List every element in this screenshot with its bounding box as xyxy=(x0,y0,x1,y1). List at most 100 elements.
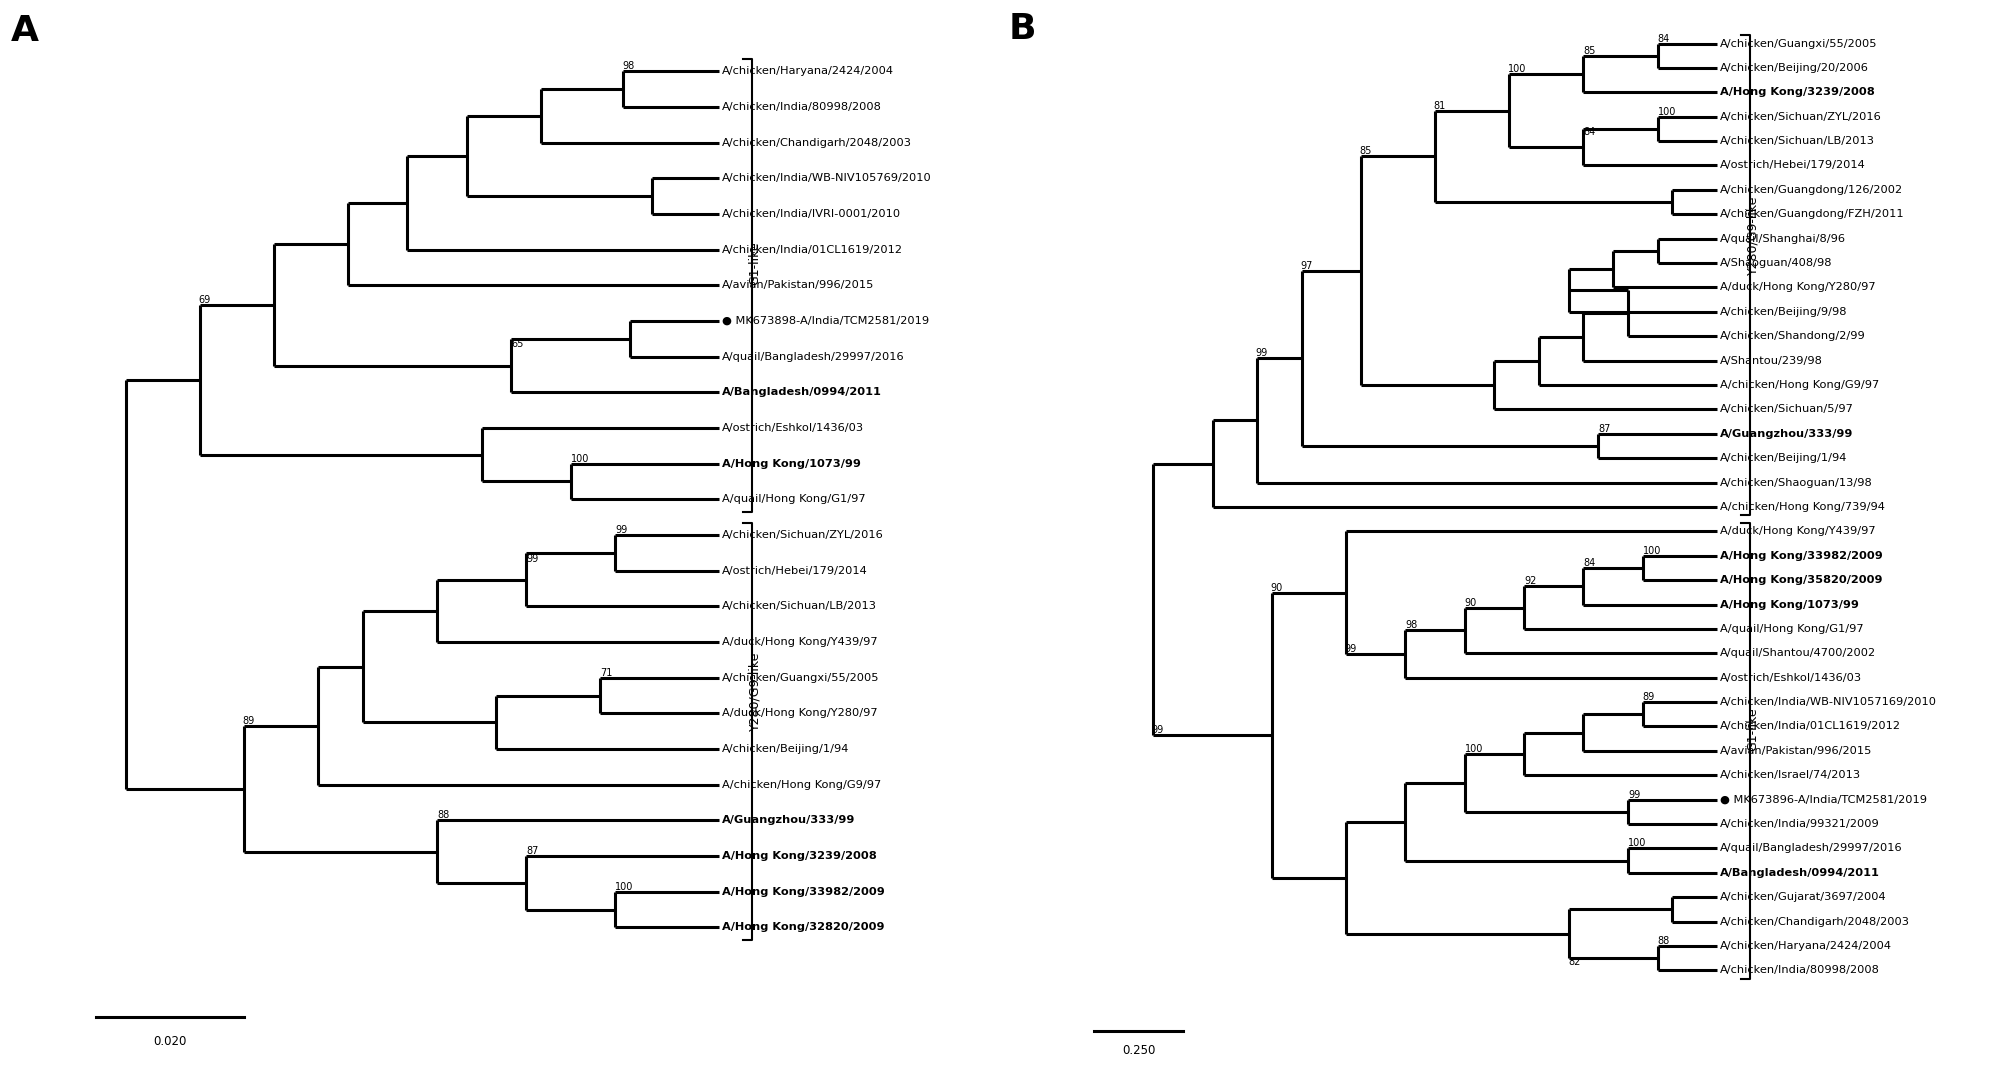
Text: 100: 100 xyxy=(571,454,589,463)
Text: A/chicken/Beijing/1/94: A/chicken/Beijing/1/94 xyxy=(1721,454,1847,463)
Text: 65: 65 xyxy=(511,339,525,350)
Text: Y280/G9-like: Y280/G9-like xyxy=(748,652,762,731)
Text: A/duck/Hong Kong/Y439/97: A/duck/Hong Kong/Y439/97 xyxy=(722,637,878,647)
Text: A/chicken/Guangxi/55/2005: A/chicken/Guangxi/55/2005 xyxy=(722,673,880,683)
Text: A/chicken/Hong Kong/739/94: A/chicken/Hong Kong/739/94 xyxy=(1721,502,1885,511)
Text: A/Hong Kong/3239/2008: A/Hong Kong/3239/2008 xyxy=(722,851,876,861)
Text: A/chicken/Sichuan/LB/2013: A/chicken/Sichuan/LB/2013 xyxy=(1721,136,1875,147)
Text: 85: 85 xyxy=(1584,46,1596,56)
Text: A/chicken/Hong Kong/G9/97: A/chicken/Hong Kong/G9/97 xyxy=(1721,380,1879,389)
Text: 87: 87 xyxy=(527,846,539,856)
Text: A/chicken/Shaoguan/13/98: A/chicken/Shaoguan/13/98 xyxy=(1721,477,1873,488)
Text: A/quail/Hong Kong/G1/97: A/quail/Hong Kong/G1/97 xyxy=(1721,624,1863,633)
Text: 89: 89 xyxy=(1642,692,1654,702)
Text: 81: 81 xyxy=(1433,101,1445,110)
Text: 85: 85 xyxy=(1359,147,1371,156)
Text: A/chicken/India/WB-NIV1057169/2010: A/chicken/India/WB-NIV1057169/2010 xyxy=(1721,697,1938,707)
Text: A/Bangladesh/0994/2011: A/Bangladesh/0994/2011 xyxy=(722,387,882,397)
Text: 90: 90 xyxy=(1270,583,1282,593)
Text: A/Hong Kong/32820/2009: A/Hong Kong/32820/2009 xyxy=(722,922,884,932)
Text: A/chicken/Beijing/1/94: A/chicken/Beijing/1/94 xyxy=(722,744,850,754)
Text: A/chicken/India/01CL1619/2012: A/chicken/India/01CL1619/2012 xyxy=(1721,721,1901,732)
Text: A/chicken/India/IVRI-0001/2010: A/chicken/India/IVRI-0001/2010 xyxy=(722,209,900,219)
Text: A/quail/Bangladesh/29997/2016: A/quail/Bangladesh/29997/2016 xyxy=(1721,843,1903,854)
Text: A/chicken/Guangdong/126/2002: A/chicken/Guangdong/126/2002 xyxy=(1721,185,1903,195)
Text: A/chicken/India/WB-NIV105769/2010: A/chicken/India/WB-NIV105769/2010 xyxy=(722,173,933,183)
Text: 98: 98 xyxy=(1405,621,1417,630)
Text: ● MK673898-A/India/TCM2581/2019: ● MK673898-A/India/TCM2581/2019 xyxy=(722,316,929,326)
Text: A: A xyxy=(10,14,38,48)
Text: 0.020: 0.020 xyxy=(153,1035,187,1048)
Text: A/Hong Kong/33982/2009: A/Hong Kong/33982/2009 xyxy=(722,887,884,897)
Text: A/chicken/Chandigarh/2048/2003: A/chicken/Chandigarh/2048/2003 xyxy=(1721,917,1910,927)
Text: 100: 100 xyxy=(1508,64,1526,74)
Text: 89: 89 xyxy=(243,716,255,725)
Text: 100: 100 xyxy=(1465,744,1483,754)
Text: A/quail/Shanghai/8/96: A/quail/Shanghai/8/96 xyxy=(1721,233,1845,244)
Text: A/Bangladesh/0994/2011: A/Bangladesh/0994/2011 xyxy=(1721,868,1879,877)
Text: A/avian/Pakistan/996/2015: A/avian/Pakistan/996/2015 xyxy=(722,280,874,290)
Text: A/chicken/India/01CL1619/2012: A/chicken/India/01CL1619/2012 xyxy=(722,245,902,255)
Text: A/quail/Hong Kong/G1/97: A/quail/Hong Kong/G1/97 xyxy=(722,494,866,504)
Text: A/ostrich/Hebei/179/2014: A/ostrich/Hebei/179/2014 xyxy=(722,566,868,576)
Text: 97: 97 xyxy=(1300,261,1313,271)
Text: A/chicken/Israel/74/2013: A/chicken/Israel/74/2013 xyxy=(1721,770,1861,780)
Text: 82: 82 xyxy=(1568,957,1582,966)
Text: 100: 100 xyxy=(1642,546,1660,555)
Text: A/chicken/Sichuan/LB/2013: A/chicken/Sichuan/LB/2013 xyxy=(722,601,876,611)
Text: 99: 99 xyxy=(615,525,627,535)
Text: A/quail/Shantou/4700/2002: A/quail/Shantou/4700/2002 xyxy=(1721,648,1875,658)
Text: A/chicken/Chandigarh/2048/2003: A/chicken/Chandigarh/2048/2003 xyxy=(722,138,913,148)
Text: ● MK673896-A/India/TCM2581/2019: ● MK673896-A/India/TCM2581/2019 xyxy=(1721,795,1928,805)
Text: A/ostrich/Eshkol/1436/03: A/ostrich/Eshkol/1436/03 xyxy=(1721,673,1861,683)
Text: B: B xyxy=(1009,12,1035,46)
Text: A/Hong Kong/33982/2009: A/Hong Kong/33982/2009 xyxy=(1721,551,1883,561)
Text: A/ostrich/Hebei/179/2014: A/ostrich/Hebei/179/2014 xyxy=(1721,160,1865,170)
Text: A/duck/Hong Kong/Y280/97: A/duck/Hong Kong/Y280/97 xyxy=(722,708,878,718)
Text: A/chicken/Haryana/2424/2004: A/chicken/Haryana/2424/2004 xyxy=(722,66,894,76)
Text: A/chicken/Guangxi/55/2005: A/chicken/Guangxi/55/2005 xyxy=(1721,39,1877,48)
Text: A/avian/Pakistan/996/2015: A/avian/Pakistan/996/2015 xyxy=(1721,746,1871,755)
Text: A/chicken/Beijing/20/2006: A/chicken/Beijing/20/2006 xyxy=(1721,63,1869,73)
Text: 98: 98 xyxy=(623,61,635,72)
Text: 87: 87 xyxy=(1598,424,1610,433)
Text: A/chicken/Beijing/9/98: A/chicken/Beijing/9/98 xyxy=(1721,307,1847,317)
Text: 84: 84 xyxy=(1584,127,1596,137)
Text: 100: 100 xyxy=(1658,107,1676,117)
Text: 0.250: 0.250 xyxy=(1122,1043,1156,1056)
Text: 88: 88 xyxy=(436,810,450,821)
Text: A/Guangzhou/333/99: A/Guangzhou/333/99 xyxy=(1721,429,1853,439)
Text: G1-like: G1-like xyxy=(1747,707,1759,751)
Text: A/chicken/India/99321/2009: A/chicken/India/99321/2009 xyxy=(1721,819,1879,829)
Text: A/duck/Hong Kong/Y439/97: A/duck/Hong Kong/Y439/97 xyxy=(1721,526,1875,536)
Text: A/chicken/Sichuan/ZYL/2016: A/chicken/Sichuan/ZYL/2016 xyxy=(1721,111,1881,122)
Text: 88: 88 xyxy=(1658,936,1670,946)
Text: A/chicken/Guangdong/FZH/2011: A/chicken/Guangdong/FZH/2011 xyxy=(1721,210,1905,219)
Text: A/chicken/Haryana/2424/2004: A/chicken/Haryana/2424/2004 xyxy=(1721,941,1891,951)
Text: 90: 90 xyxy=(1465,597,1477,608)
Text: A/duck/Hong Kong/Y280/97: A/duck/Hong Kong/Y280/97 xyxy=(1721,282,1875,292)
Text: 100: 100 xyxy=(1628,839,1646,849)
Text: 92: 92 xyxy=(1524,577,1536,586)
Text: A/chicken/Sichuan/5/97: A/chicken/Sichuan/5/97 xyxy=(1721,404,1853,414)
Text: 99: 99 xyxy=(527,553,539,564)
Text: 99: 99 xyxy=(1256,349,1268,358)
Text: A/Shaoguan/408/98: A/Shaoguan/408/98 xyxy=(1721,258,1833,269)
Text: 71: 71 xyxy=(601,668,613,677)
Text: A/quail/Bangladesh/29997/2016: A/quail/Bangladesh/29997/2016 xyxy=(722,352,904,362)
Text: 69: 69 xyxy=(199,294,211,305)
Text: A/Hong Kong/35820/2009: A/Hong Kong/35820/2009 xyxy=(1721,575,1881,585)
Text: A/Hong Kong/3239/2008: A/Hong Kong/3239/2008 xyxy=(1721,88,1875,97)
Text: A/Hong Kong/1073/99: A/Hong Kong/1073/99 xyxy=(722,459,860,469)
Text: 99: 99 xyxy=(1152,725,1164,735)
Text: A/chicken/India/80998/2008: A/chicken/India/80998/2008 xyxy=(722,102,882,112)
Text: A/Shantou/239/98: A/Shantou/239/98 xyxy=(1721,355,1823,366)
Text: A/chicken/Sichuan/ZYL/2016: A/chicken/Sichuan/ZYL/2016 xyxy=(722,530,884,540)
Text: A/chicken/Gujarat/3697/2004: A/chicken/Gujarat/3697/2004 xyxy=(1721,892,1887,902)
Text: A/Guangzhou/333/99: A/Guangzhou/333/99 xyxy=(722,815,856,825)
Text: 99: 99 xyxy=(1628,790,1640,799)
Text: 84: 84 xyxy=(1658,33,1670,44)
Text: A/chicken/India/80998/2008: A/chicken/India/80998/2008 xyxy=(1721,965,1879,976)
Text: A/chicken/Shandong/2/99: A/chicken/Shandong/2/99 xyxy=(1721,332,1865,341)
Text: A/Hong Kong/1073/99: A/Hong Kong/1073/99 xyxy=(1721,599,1859,610)
